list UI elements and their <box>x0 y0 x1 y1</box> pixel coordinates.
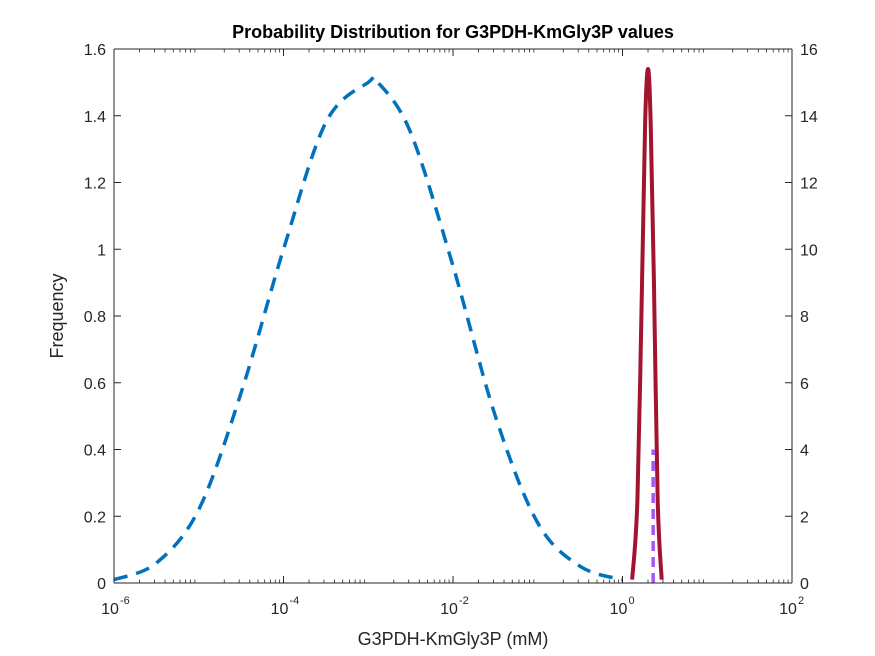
y-left-tick-label: 1.6 <box>84 42 106 59</box>
y-left-tick-label: 0 <box>97 576 106 593</box>
series-line-0 <box>113 74 624 582</box>
y-left-tick-label: 0.8 <box>84 309 106 326</box>
y-left-tick-label: 1 <box>97 242 106 259</box>
x-tick-exponent: 2 <box>798 595 804 607</box>
y-left-tick-label: 0.6 <box>84 376 106 393</box>
y-right-tick-label: 2 <box>800 509 809 526</box>
y-left-tick-label: 1.4 <box>84 109 106 126</box>
y-right-tick-label: 12 <box>800 176 818 193</box>
y-left-tick-label: 0.4 <box>84 443 106 460</box>
axes-layer <box>113 48 793 584</box>
x-tick-exponent: -6 <box>120 595 130 607</box>
y-left-tick-label: 1.2 <box>84 176 106 193</box>
plot-area <box>114 49 792 583</box>
y-right-tick-label: 10 <box>800 242 818 259</box>
y-left-tick-label: 0.2 <box>84 509 106 526</box>
x-tick-exponent: 0 <box>629 595 635 607</box>
y-right-tick-label: 14 <box>800 109 818 126</box>
x-tick-label: 10 <box>440 601 458 618</box>
x-tick-exponent: -2 <box>459 595 469 607</box>
x-tick-label: 10 <box>271 601 289 618</box>
y-right-tick-label: 4 <box>800 443 809 460</box>
y-right-tick-label: 0 <box>800 576 809 593</box>
series-layer <box>113 67 664 583</box>
x-tick-label: 10 <box>101 601 119 618</box>
y-right-tick-label: 6 <box>800 376 809 393</box>
series-line-1 <box>630 67 664 580</box>
x-tick-exponent: -4 <box>290 595 300 607</box>
x-tick-label: 10 <box>779 601 797 618</box>
x-axis-label: G3PDH-KmGly3P (mM) <box>358 629 549 649</box>
ticks-layer: 10 -6 10 -4 10 -2 10 0 10 200.20.40.60.811.21.41.… <box>84 42 818 618</box>
y-right-tick-label: 8 <box>800 309 809 326</box>
y-axis-label: Frequency <box>47 273 67 358</box>
y-right-tick-label: 16 <box>800 42 818 59</box>
x-tick-label: 10 <box>610 601 628 618</box>
chart-title: Probability Distribution for G3PDH-KmGly… <box>232 22 674 42</box>
